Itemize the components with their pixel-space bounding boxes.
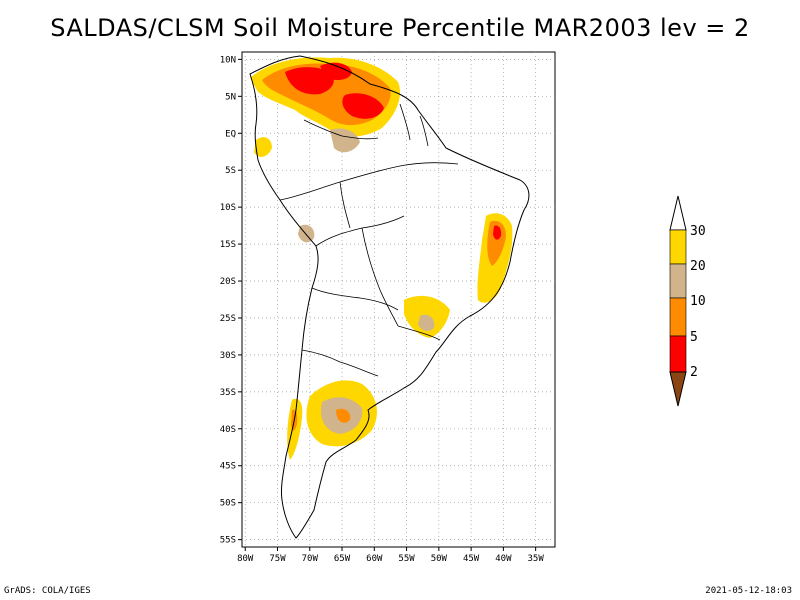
patch-ecuador [254,137,272,157]
legend-bin-30 [669,229,687,265]
country-borders [279,103,459,377]
legend-label-20: 20 [690,259,706,274]
lon-label: 50W [431,554,448,564]
lon-label: 80W [237,554,254,564]
lon-label: 55W [398,554,415,564]
lon-label: 65W [334,554,351,564]
patch-north-red-1 [285,67,334,95]
legend-label-5: 5 [690,330,698,345]
legend-label-2: 2 [690,365,698,380]
latitude-labels: 10N 5N EQ 5S 10S 15S 20S 25S 30S 35S 40S 45S 50S 55S [220,55,236,545]
footer-software-credit: GrADS: COLA/IGES [4,586,91,596]
lon-label: 60W [366,554,383,564]
lon-label: 45W [463,554,480,564]
lat-label: 10S [220,203,236,213]
lat-label: 35S [220,388,236,398]
legend-label-30: 30 [690,224,706,239]
patch-argentina-orange [336,408,351,423]
map-title: SALDAS/CLSM Soil Moisture Percentile MAR… [50,14,750,42]
lat-label: 40S [220,425,236,435]
patch-southeast-brazil-tan [418,314,435,331]
legend-colorbar: 30 20 10 5 2 [669,195,706,407]
legend-label-10: 10 [690,294,706,309]
patch-east-brazil-red [493,225,502,240]
legend-bin-5 [669,335,687,373]
lat-label: 10N [220,55,236,65]
lat-label: 5N [225,92,236,102]
lat-label: 5S [225,166,236,176]
lat-label: 25S [220,314,236,324]
lat-label: 15S [220,240,236,250]
longitude-labels: 80W 75W 70W 65W 60W 55W 50W 45W 40W 35W [237,554,544,564]
lat-label: EQ [225,129,236,139]
patch-north-red-2 [342,93,384,119]
footer-timestamp: 2021-05-12-18:03 [705,586,792,596]
lat-label: 50S [220,499,236,509]
lat-label: 20S [220,277,236,287]
lon-label: 40W [495,554,512,564]
legend-bin-10 [669,297,687,337]
legend-bottom-arrow [669,371,687,407]
patch-north-red-3 [320,62,352,80]
lat-label: 30S [220,351,236,361]
lon-label: 75W [269,554,286,564]
patch-east-brazil-orange [487,220,506,266]
lat-label: 55S [220,536,236,546]
legend-bin-20 [669,263,687,299]
legend-top-arrow [669,195,687,231]
lon-label: 70W [302,554,319,564]
south-america-coastline [249,55,530,539]
percentile-shading [250,57,513,460]
map-frame [241,51,556,548]
lon-label: 35W [528,554,545,564]
lat-label: 45S [220,462,236,472]
